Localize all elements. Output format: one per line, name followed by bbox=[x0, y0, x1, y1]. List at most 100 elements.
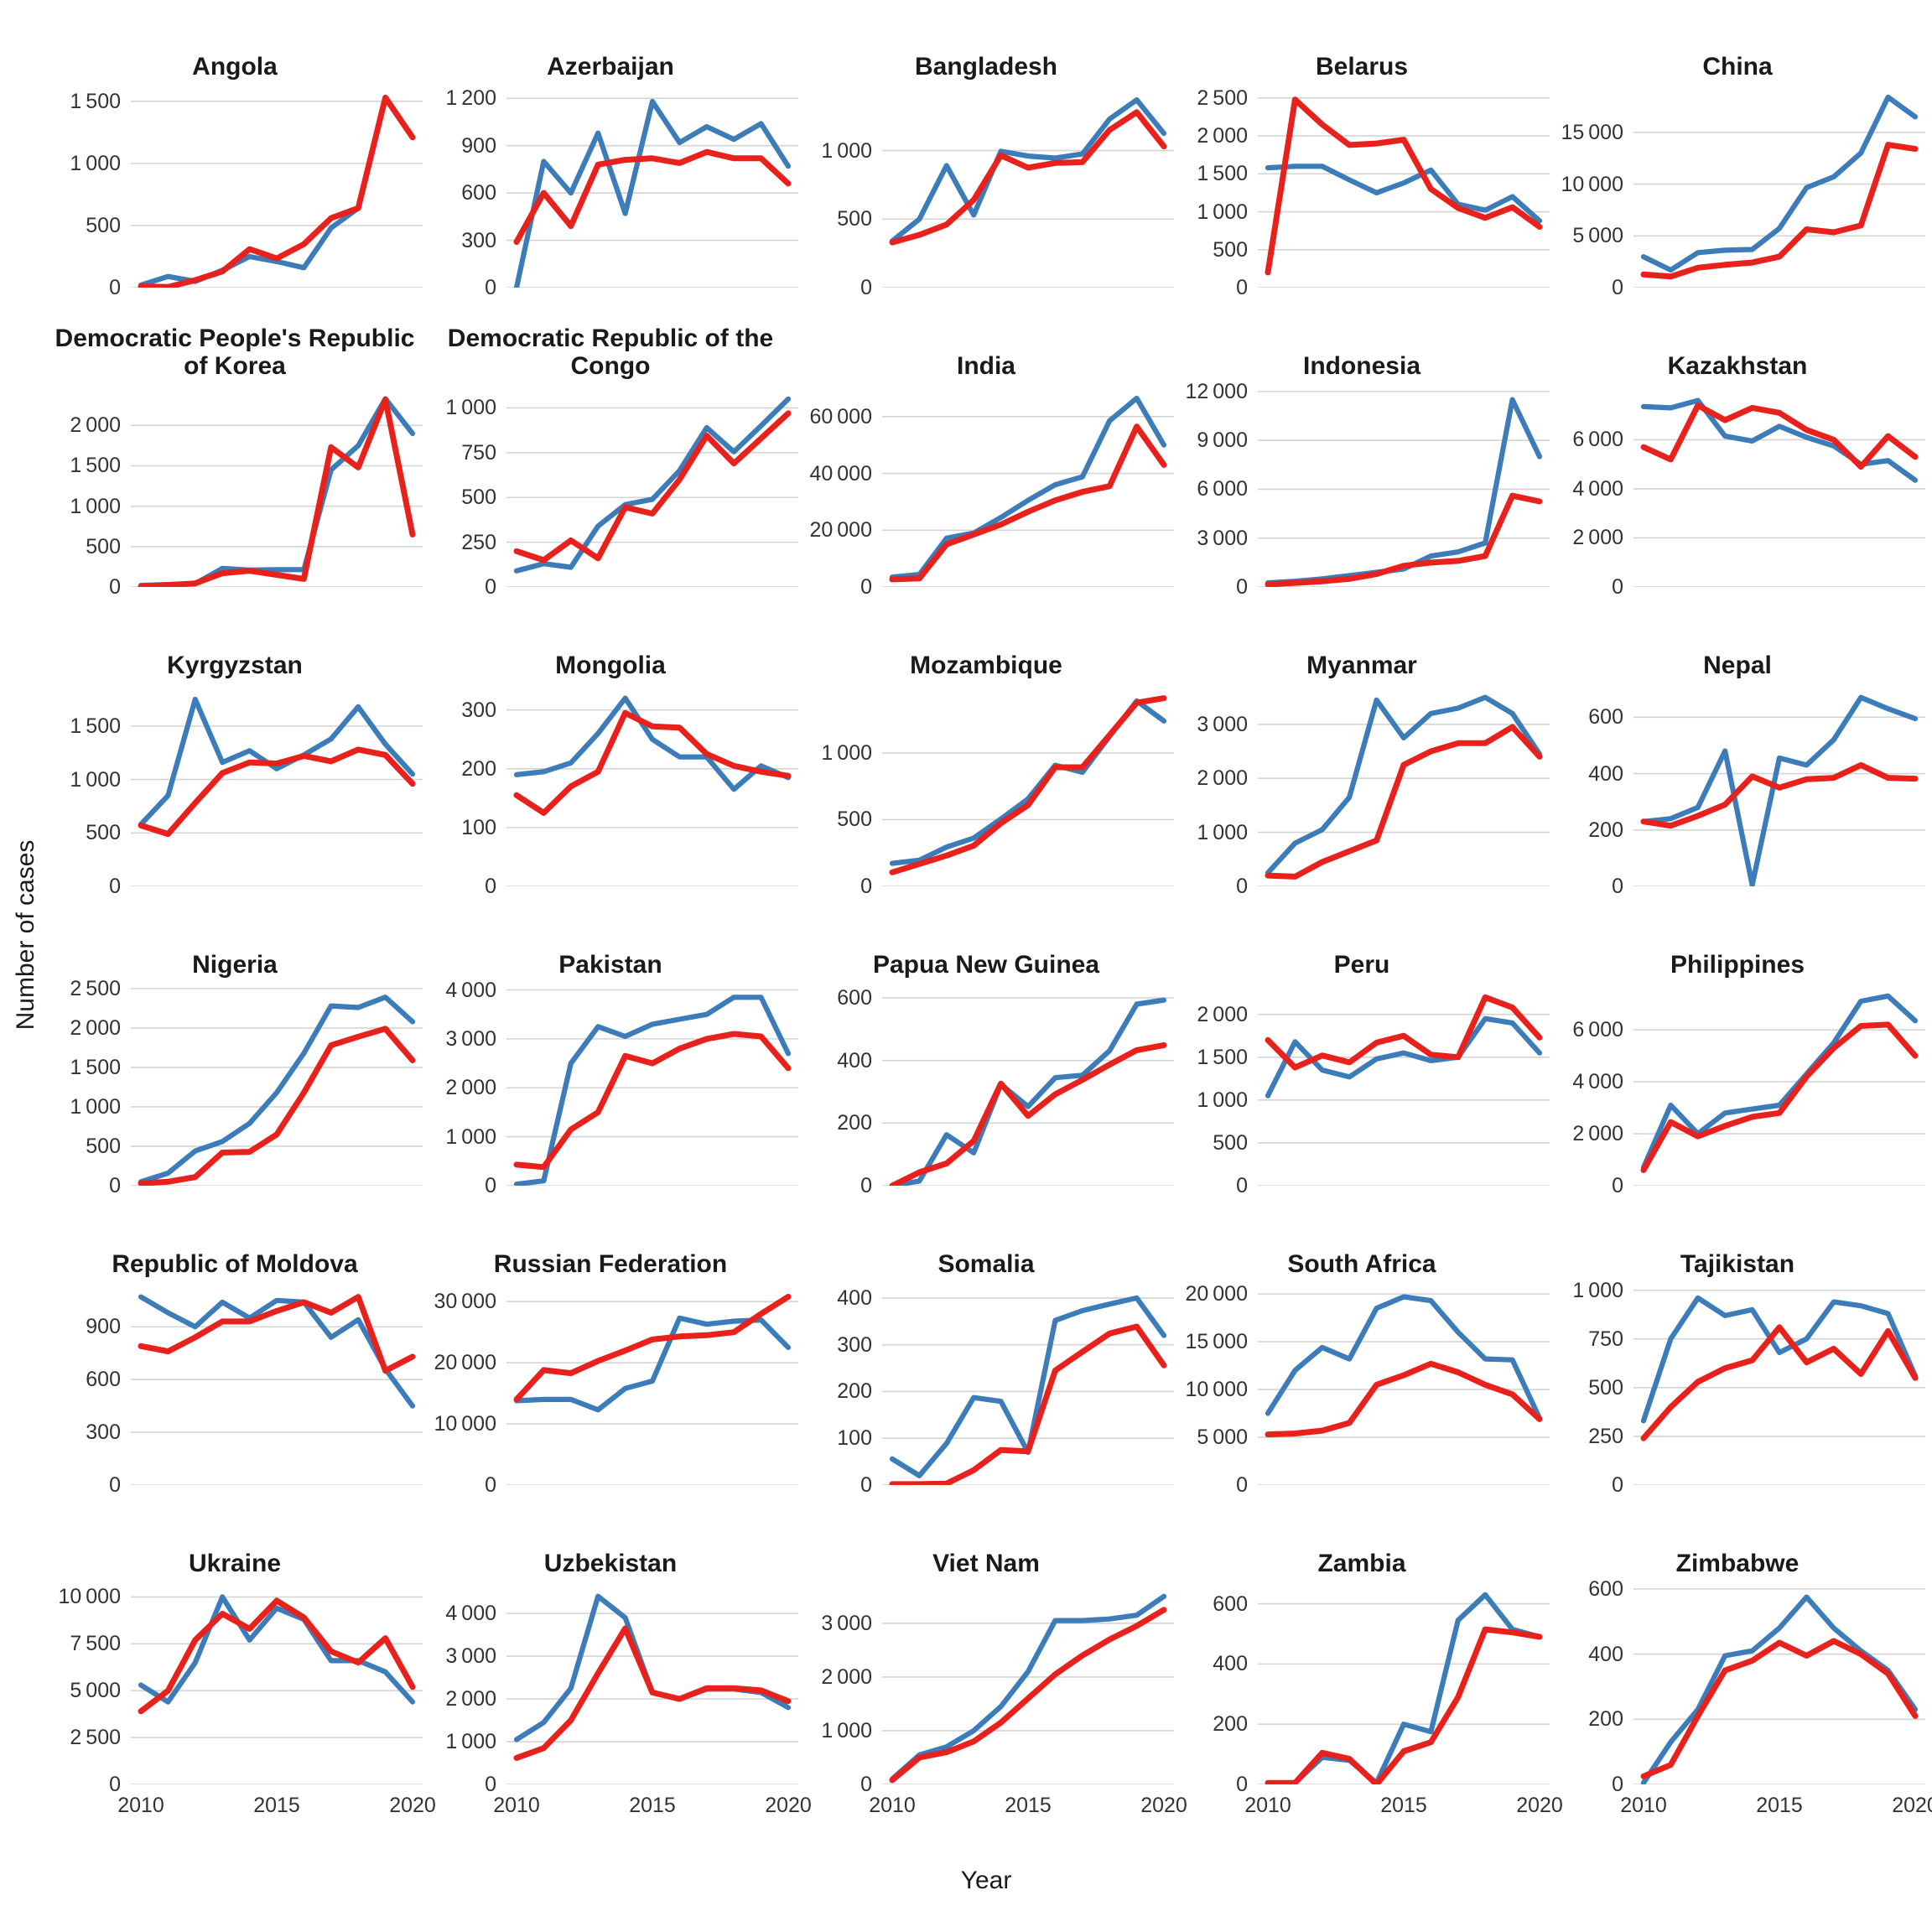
series-blue-line bbox=[1640, 1594, 1919, 1786]
facet-grid: Angola 0 500 1 000 1 500 Azerbaijan 0 300 600 900… bbox=[47, 37, 1932, 1833]
facet-plot-svg bbox=[1633, 1289, 1925, 1486]
facet-plot-svg bbox=[1258, 391, 1550, 588]
facet-plot bbox=[506, 388, 798, 588]
facet-panel: Uzbekistan 0 1 000 2 000 3 000 4 000 2010 2015 2… bbox=[423, 1534, 811, 1833]
facet-plot bbox=[1633, 688, 1925, 888]
y-tick-label: 0 bbox=[109, 575, 121, 599]
y-tick-label: 3 000 bbox=[1197, 526, 1248, 550]
facet-panel: Nepal 0 200 400 600 bbox=[1550, 636, 1925, 935]
facet-plot-svg bbox=[882, 997, 1174, 1189]
x-tick-label: 2010 bbox=[1244, 1794, 1291, 1817]
facet-plot bbox=[1258, 89, 1550, 288]
x-axis-label: Year bbox=[960, 1867, 1012, 1894]
facet-title: Nigeria bbox=[192, 951, 278, 979]
y-tick-label: 1 000 bbox=[821, 1718, 872, 1742]
y-tick-label: 4 000 bbox=[1572, 1070, 1623, 1094]
y-tick-label: 200 bbox=[837, 1379, 872, 1404]
y-tick-label: 0 bbox=[1612, 1473, 1623, 1497]
series-blue-line bbox=[513, 995, 792, 1187]
facet-title: Republic of Moldova bbox=[112, 1250, 358, 1278]
facet-panel: Papua New Guinea 0 200 400 600 bbox=[798, 935, 1174, 1234]
facet-plot bbox=[131, 987, 423, 1187]
facet-title: Democratic Republic of the Congo bbox=[447, 325, 774, 380]
y-tick-label: 1 500 bbox=[70, 454, 121, 478]
facet-plot-svg bbox=[506, 1593, 798, 1785]
y-tick-label: 1 000 bbox=[70, 494, 121, 518]
x-tick-label: 2015 bbox=[1380, 1794, 1427, 1817]
facet-plot bbox=[882, 1286, 1174, 1488]
x-tick-label: 2015 bbox=[629, 1794, 676, 1817]
series-blue-line bbox=[138, 1294, 416, 1409]
facet-panel: Mozambique 0 500 1 000 bbox=[798, 636, 1174, 935]
facet-plot bbox=[506, 987, 798, 1187]
y-tick-label: 2 000 bbox=[445, 1076, 496, 1100]
y-tick-label: 5 000 bbox=[1572, 224, 1623, 248]
facet-title: Kyrgyzstan bbox=[167, 652, 303, 679]
y-tick-label: 0 bbox=[860, 875, 872, 898]
facet-plot-svg bbox=[1258, 694, 1550, 887]
facet-title: Kazakhstan bbox=[1667, 352, 1808, 380]
facet-panel: Mongolia 0 100 200 300 bbox=[423, 636, 798, 935]
y-tick-label: 40 000 bbox=[809, 461, 872, 486]
series-blue-line bbox=[1265, 397, 1543, 586]
facet-plot bbox=[1633, 1586, 1925, 1786]
facet-plot bbox=[882, 1586, 1174, 1785]
series-red-line bbox=[889, 1607, 1167, 1784]
y-tick-label: 0 bbox=[109, 1773, 121, 1796]
y-tick-label: 400 bbox=[1213, 1652, 1248, 1676]
y-tick-label: 2 500 bbox=[70, 976, 121, 1000]
y-tick-label: 400 bbox=[837, 1048, 872, 1072]
x-tick-label: 2020 bbox=[389, 1794, 436, 1817]
y-tick-label: 12 000 bbox=[1185, 379, 1248, 403]
facet-panel: Kyrgyzstan 0 500 1 000 1 500 bbox=[47, 636, 423, 935]
y-tick-label: 1 000 bbox=[1197, 200, 1248, 224]
facet-plot-svg bbox=[1633, 993, 1925, 1187]
series-red-line bbox=[513, 709, 792, 816]
y-tick-label: 500 bbox=[86, 534, 121, 558]
y-tick-label: 1 000 bbox=[1572, 1278, 1623, 1302]
x-tick-label: 2010 bbox=[869, 1794, 916, 1817]
y-tick-label: 0 bbox=[485, 276, 496, 299]
facet-title: Zimbabwe bbox=[1675, 1550, 1800, 1577]
facet-panel: Nigeria 0 500 1 000 1 500 2 000 2 500 bbox=[47, 935, 423, 1234]
y-tick-label: 0 bbox=[1612, 575, 1623, 599]
facet-panel: Philippines 0 2 000 4 000 6 000 bbox=[1550, 935, 1925, 1234]
facet-panel: Belarus 0 500 1 000 1 500 2 000 2 500 bbox=[1174, 37, 1550, 336]
y-tick-label: 300 bbox=[461, 698, 496, 722]
y-tick-label: 0 bbox=[860, 1473, 872, 1497]
series-blue-line bbox=[138, 1594, 416, 1705]
facet-plot bbox=[1633, 1286, 1925, 1486]
y-tick-label: 1 500 bbox=[1197, 1045, 1248, 1069]
facet-title: Angola bbox=[192, 53, 278, 80]
facet-plot-svg bbox=[882, 1593, 1174, 1785]
y-tick-label: 20 000 bbox=[1185, 1282, 1248, 1306]
facet-title: Uzbekistan bbox=[543, 1550, 678, 1577]
facet-panel: China 0 5 000 10 000 15 000 bbox=[1550, 37, 1925, 336]
y-tick-label: 1 000 bbox=[70, 767, 121, 792]
y-tick-label: 0 bbox=[1236, 276, 1248, 299]
y-tick-label: 0 bbox=[485, 1174, 496, 1197]
y-tick-label: 500 bbox=[1213, 1130, 1248, 1155]
y-tick-label: 600 bbox=[1588, 1576, 1623, 1601]
facet-plot bbox=[131, 1586, 423, 1785]
y-tick-label: 60 000 bbox=[809, 404, 872, 428]
series-red-line bbox=[513, 1625, 792, 1761]
facet-plot-svg bbox=[506, 695, 798, 887]
y-tick-label: 200 bbox=[1213, 1712, 1248, 1737]
facet-panel: Tajikistan 0 250 500 750 1 000 bbox=[1550, 1234, 1925, 1534]
y-tick-label: 200 bbox=[1588, 818, 1623, 842]
facet-title: Nepal bbox=[1703, 652, 1772, 679]
series-blue-line bbox=[889, 395, 1167, 580]
y-tick-label: 250 bbox=[461, 530, 496, 554]
series-red-line bbox=[889, 1041, 1167, 1189]
y-tick-label: 2 000 bbox=[445, 1687, 496, 1711]
facet-plot-svg bbox=[1258, 994, 1550, 1187]
series-blue-line bbox=[1640, 694, 1919, 888]
y-tick-label: 6 000 bbox=[1197, 477, 1248, 501]
series-blue-line bbox=[889, 997, 1167, 1189]
facet-plot-svg bbox=[882, 695, 1174, 887]
y-tick-label: 10 000 bbox=[434, 1412, 496, 1436]
y-tick-label: 0 bbox=[109, 1174, 121, 1197]
y-tick-label: 0 bbox=[860, 575, 872, 599]
series-blue-line bbox=[138, 995, 416, 1185]
